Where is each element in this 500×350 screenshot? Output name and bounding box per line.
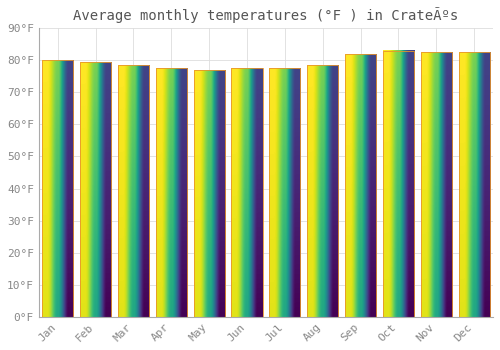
Bar: [118, 65, 149, 317]
Bar: [232, 68, 262, 317]
Bar: [307, 65, 338, 317]
Bar: [458, 52, 490, 317]
Bar: [383, 51, 414, 317]
Bar: [156, 68, 187, 317]
Bar: [194, 70, 224, 317]
Bar: [42, 60, 74, 317]
Bar: [80, 62, 111, 317]
Bar: [270, 68, 300, 317]
Bar: [345, 54, 376, 317]
Title: Average monthly temperatures (°F ) in CrateÃºs: Average monthly temperatures (°F ) in Cr…: [74, 7, 458, 23]
Bar: [421, 52, 452, 317]
